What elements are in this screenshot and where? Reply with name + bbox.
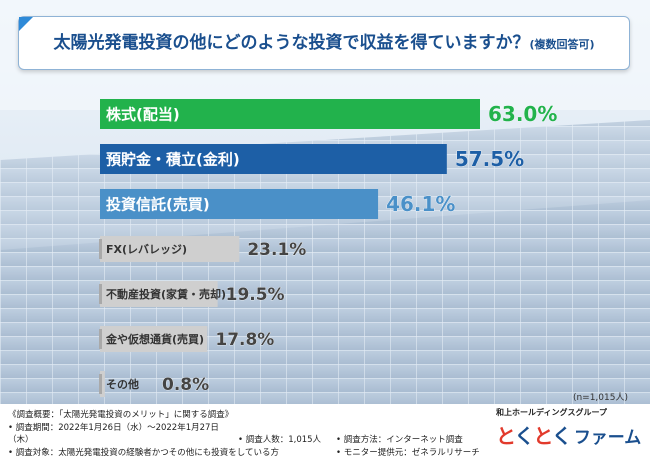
logo-wordmark: とくとくファーム xyxy=(496,420,646,449)
value-label-6: 0.8% xyxy=(162,375,209,395)
bar-edge-6 xyxy=(99,374,102,394)
category-label-6: その他 xyxy=(106,377,139,391)
survey-method: • 調査方法：インターネット調査 xyxy=(336,434,463,447)
survey-provider: • モニター提供元：ゼネラルリサーチ xyxy=(336,447,480,459)
company-name: 和上ホールディングスグループ xyxy=(496,407,646,418)
logo-kana-2: く xyxy=(514,424,533,448)
value-label-5: 17.8% xyxy=(215,330,274,350)
footer: 《調査概要：「太陽光発電投資のメリット」に関する調査》 • 調査期間：2022年… xyxy=(0,404,650,450)
category-label-3: FX(レバレッジ) xyxy=(106,243,187,256)
logo-kana-1: と xyxy=(496,424,514,448)
survey-overview: 《調査概要：「太陽光発電投資のメリット」に関する調査》 • 調査期間：2022年… xyxy=(8,409,480,459)
logo-suffix: ファーム xyxy=(574,428,642,448)
bar-edge-3 xyxy=(99,239,102,259)
category-label-1: 預貯金・積立(金利) xyxy=(106,150,240,168)
category-label-4: 不動産投資(家賃・売却) xyxy=(106,287,226,301)
category-label-5: 金や仮想通貨(売買) xyxy=(105,332,204,346)
value-label-2: 46.1% xyxy=(386,192,455,216)
survey-row-2: • 調査対象：太陽光発電投資の経験者かつその他にも投資をしている方• モニター提… xyxy=(8,447,480,459)
value-label-4: 19.5% xyxy=(226,285,285,305)
category-label-0: 株式(配当) xyxy=(106,105,180,123)
value-label-0: 63.0% xyxy=(488,102,557,126)
survey-row-1: • 調査期間：2022年1月26日（水）～2022年1月27日（木）• 調査人数… xyxy=(8,422,480,447)
bar-edge-5 xyxy=(99,329,102,349)
sample-size-note: (n=1,015人) xyxy=(573,390,628,403)
company-logo: 和上ホールディングスグループ とくとくファーム xyxy=(496,407,646,449)
logo-kana-3: と xyxy=(533,424,551,448)
category-label-2: 投資信託(売買) xyxy=(106,195,210,213)
survey-respondents: • 調査人数：1,015人 xyxy=(238,434,336,447)
survey-title: 《調査概要：「太陽光発電投資のメリット」に関する調査》 xyxy=(8,409,480,422)
logo-kana-4: く xyxy=(552,424,571,448)
survey-period: • 調査期間：2022年1月26日（水）～2022年1月27日（木） xyxy=(8,422,238,447)
value-label-1: 57.5% xyxy=(455,147,524,171)
value-label-3: 23.1% xyxy=(247,240,306,260)
bar-edge-4 xyxy=(99,284,102,304)
logo-kana: とくとく xyxy=(496,424,571,448)
survey-target: • 調査対象：太陽光発電投資の経験者かつその他にも投資をしている方 xyxy=(8,447,336,459)
